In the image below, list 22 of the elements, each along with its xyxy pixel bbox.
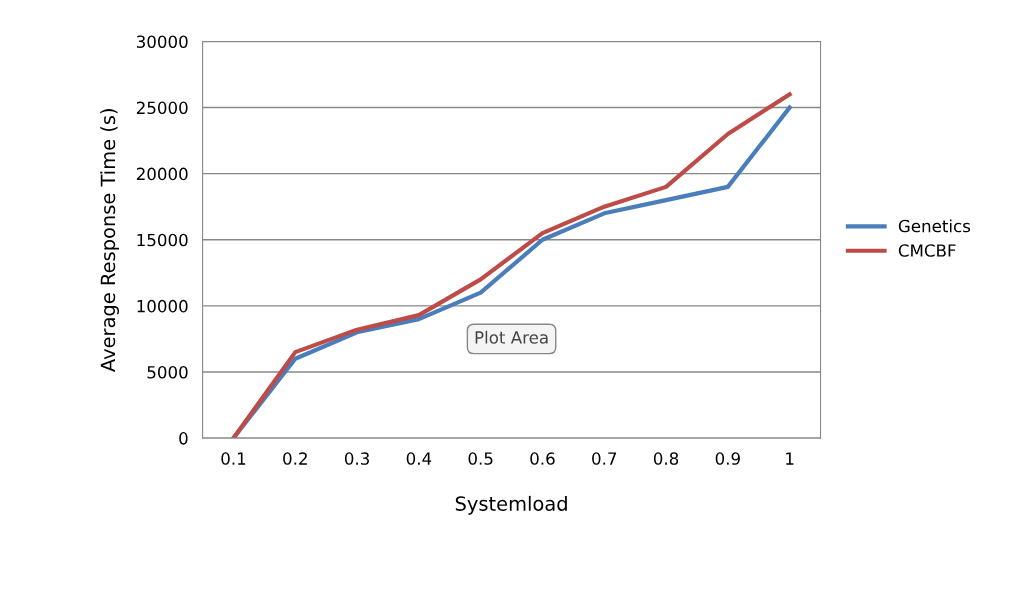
- x-tick-label: 0.3: [344, 452, 369, 465]
- x-tick-label: 0.4: [406, 452, 432, 465]
- y-tick-label: 0: [179, 432, 188, 445]
- x-tick-label: 0.8: [653, 452, 679, 465]
- annotation: Plot Area: [475, 330, 548, 344]
- x-tick-label: 0.5: [468, 452, 493, 465]
- y-tick-label: 10000: [137, 299, 188, 313]
- y-tick-label: 30000: [136, 35, 188, 49]
- y-tick-label: 5000: [147, 365, 188, 379]
- x-tick-label: 0.9: [715, 452, 740, 465]
- x-tick-label: 0.6: [530, 452, 555, 465]
- x-axis-title: Systemload: [455, 495, 567, 515]
- legend-label: Genetics: [898, 219, 971, 233]
- y-tick-label: 20000: [136, 167, 188, 181]
- legend-label: CMCBF: [898, 244, 956, 257]
- y-tick-label: 15000: [137, 233, 188, 247]
- x-tick-label: 0.7: [592, 452, 617, 465]
- y-tick-label: 25000: [136, 101, 188, 115]
- x-tick-label: 0.1: [221, 452, 246, 465]
- y-axis-title: Average Response Time (s): [100, 109, 120, 372]
- x-tick-label: 0.2: [283, 452, 307, 465]
- x-tick-label: 1: [786, 452, 794, 465]
